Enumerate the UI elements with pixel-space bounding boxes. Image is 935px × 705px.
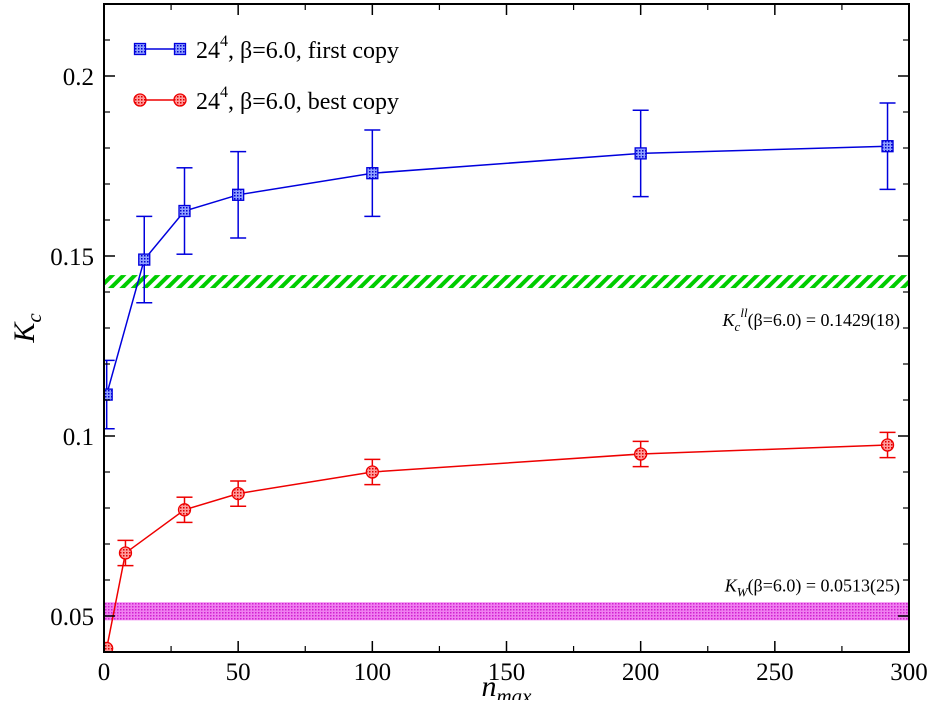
data-point (232, 188, 245, 201)
data-point (634, 447, 648, 461)
legend-item-first-copy: 244, β=6.0, first copy (133, 33, 399, 64)
data-point (231, 486, 245, 501)
legend-marker (133, 93, 147, 107)
data-point (366, 167, 379, 180)
data-point (104, 641, 114, 652)
data-point (881, 140, 894, 153)
band-label-kw: KW(β=6.0) = 0.0513(25) (724, 575, 900, 599)
band-kc-ll (104, 275, 909, 289)
y-tick-label: 0.1 (63, 424, 94, 451)
band-kw (104, 602, 909, 621)
series-line (105, 145, 888, 395)
data-point (365, 465, 379, 479)
data-point (118, 546, 133, 560)
y-axis-title: Kc (8, 313, 46, 344)
y-tick-label: 0.15 (50, 244, 94, 271)
x-tick-label: 300 (890, 659, 928, 686)
x-tick-label: 100 (354, 659, 392, 686)
x-tick-label: 150 (488, 659, 526, 686)
legend-marker (173, 93, 187, 107)
data-point (177, 503, 192, 517)
legend-marker (173, 42, 187, 56)
legend-item-best-copy: 244, β=6.0, best copy (133, 84, 399, 115)
data-point (138, 253, 151, 266)
data-point (178, 204, 191, 218)
x-tick-label: 50 (226, 659, 251, 686)
data-point (104, 388, 113, 401)
legend-marker (133, 42, 147, 56)
x-tick-label: 200 (622, 659, 660, 686)
band-label-kc-ll: Kcll(β=6.0) = 0.1429(18) (722, 305, 900, 334)
x-tick-label: 0 (98, 659, 111, 686)
legend-label: 244, β=6.0, best copy (196, 84, 399, 115)
x-tick-label: 250 (756, 659, 794, 686)
series-first-copy (104, 102, 896, 430)
y-tick-label: 0.2 (63, 64, 94, 91)
data-point (880, 438, 895, 452)
data-point (634, 147, 647, 160)
legend-label: 244, β=6.0, first copy (196, 33, 399, 64)
y-tick-label: 0.05 (50, 604, 94, 631)
series-best-copy (104, 431, 896, 652)
